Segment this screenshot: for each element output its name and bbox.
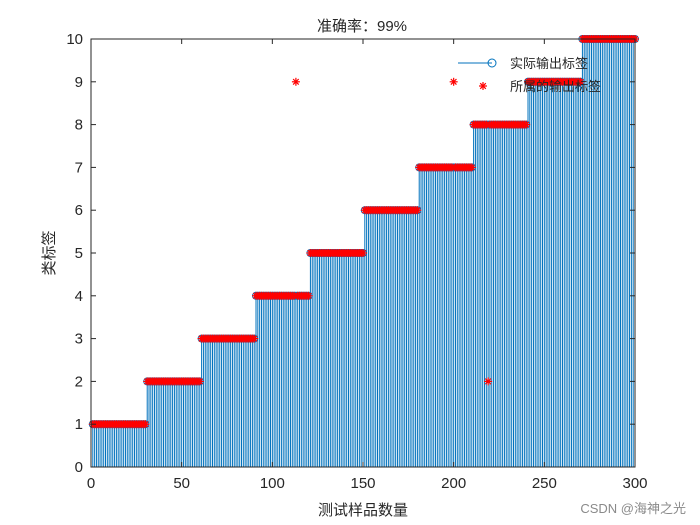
x-tick-label: 50 xyxy=(173,475,190,492)
y-tick-label: 4 xyxy=(75,288,83,305)
x-tick-label: 300 xyxy=(622,475,647,492)
x-axis-label: 测试样品数量 xyxy=(318,502,408,519)
predicted-asterisk-marker xyxy=(304,291,313,300)
y-tick-label: 6 xyxy=(75,202,83,219)
predicted-asterisk-marker xyxy=(576,77,585,86)
x-tick-label: 250 xyxy=(532,475,557,492)
y-tick-label: 7 xyxy=(75,159,83,176)
y-axis-label: 类标签 xyxy=(41,230,58,275)
predicted-asterisk-marker xyxy=(484,377,493,386)
y-tick-label: 1 xyxy=(75,416,83,433)
predicted-asterisk-marker xyxy=(141,420,150,429)
x-tick-label: 100 xyxy=(260,475,285,492)
y-tick-label: 9 xyxy=(75,74,83,91)
x-tick-label: 150 xyxy=(350,475,375,492)
y-tick-label: 3 xyxy=(75,331,83,348)
legend: 实际输出标签 所属的输出标签 xyxy=(458,56,601,94)
y-tick-label: 8 xyxy=(75,117,83,134)
y-tick-label: 10 xyxy=(66,31,83,48)
plot-area: 0 50 100 150 200 250 300 0 1 2 3 4 5 6 7 8 9 10 xyxy=(66,31,647,492)
predicted-asterisk-marker xyxy=(250,334,259,343)
predicted-asterisk-marker xyxy=(522,120,531,129)
legend-asterisk-icon xyxy=(479,82,487,90)
asterisk-markers xyxy=(88,35,639,429)
watermark: CSDN @海神之光 xyxy=(580,501,686,516)
x-tick-label: 200 xyxy=(441,475,466,492)
predicted-asterisk-marker xyxy=(359,249,367,257)
stem-series xyxy=(92,39,636,467)
y-axis-ticks: 0 1 2 3 4 5 6 7 8 9 10 xyxy=(66,31,635,476)
legend-marker-circle-icon xyxy=(487,58,497,68)
predicted-asterisk-marker xyxy=(195,377,204,386)
y-tick-label: 5 xyxy=(75,245,83,262)
x-tick-label: 0 xyxy=(87,475,95,492)
chart-title: 准确率：99% xyxy=(317,18,407,35)
predicted-asterisk-marker xyxy=(413,206,422,215)
predicted-asterisk-marker xyxy=(449,77,458,86)
y-tick-label: 0 xyxy=(75,459,83,476)
y-tick-label: 2 xyxy=(75,373,83,390)
legend-marker-asterisk-icon xyxy=(479,82,487,90)
predicted-asterisk-marker xyxy=(291,77,300,86)
x-axis-ticks: 0 50 100 150 200 250 300 xyxy=(87,39,648,492)
legend-label-predicted: 所属的输出标签 xyxy=(510,79,601,94)
predicted-asterisk-marker xyxy=(467,163,476,172)
legend-label-actual: 实际输出标签 xyxy=(510,56,588,71)
